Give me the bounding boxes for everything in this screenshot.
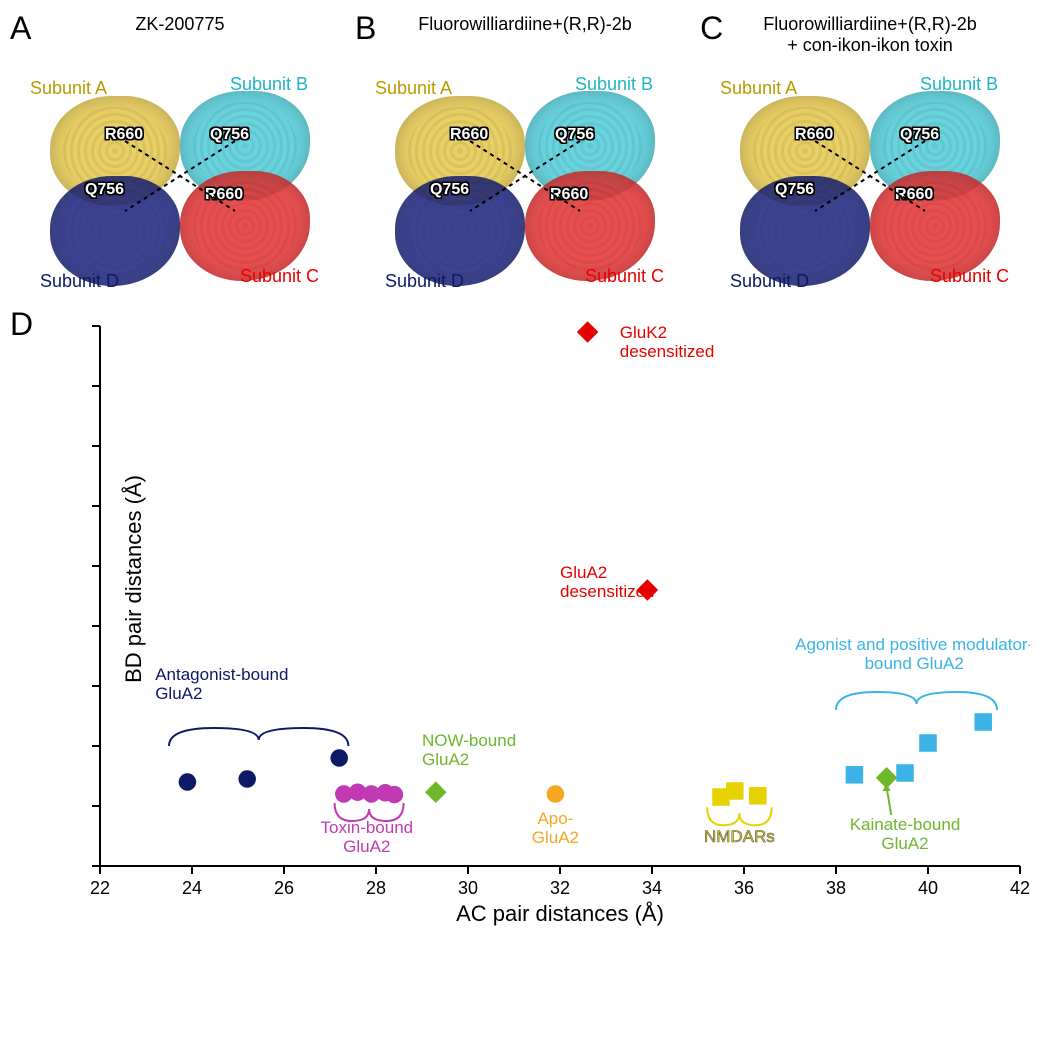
svg-text:26: 26 xyxy=(274,878,294,898)
top-panel-row: A ZK-200775 Subunit A Subunit B Subunit C S… xyxy=(10,10,1040,286)
svg-text:GluK2: GluK2 xyxy=(620,323,667,342)
svg-text:24: 24 xyxy=(182,878,202,898)
panel-title-c: Fluorowilliardiine+(R,R)-2b + con-ikon-i… xyxy=(700,14,1040,58)
residue-label-3: R660 xyxy=(895,186,933,204)
svg-text:42: 42 xyxy=(1010,878,1030,898)
panel-a: A ZK-200775 Subunit ASubunit BSubunit CS… xyxy=(10,10,350,286)
panel-letter-d: D xyxy=(10,306,33,343)
subunit-d-label: Subunit D xyxy=(730,271,809,292)
svg-text:40: 40 xyxy=(918,878,938,898)
subunit-b-label: Subunit B xyxy=(920,74,998,95)
svg-text:GluA2: GluA2 xyxy=(560,563,607,582)
svg-text:36: 36 xyxy=(734,878,754,898)
svg-text:Apo-: Apo- xyxy=(537,809,573,828)
residue-label-0: R660 xyxy=(450,126,488,144)
svg-text:Toxin-bound: Toxin-bound xyxy=(320,818,413,837)
chart-svg: 2224262830323436384042102030405060708090… xyxy=(90,316,1030,926)
svg-text:bound GluA2: bound GluA2 xyxy=(865,654,964,673)
residue-label-1: Q756 xyxy=(210,126,249,144)
subunit-a-label: Subunit A xyxy=(30,78,107,99)
subunit-c-label: Subunit C xyxy=(585,266,664,287)
svg-text:NOW-bound: NOW-bound xyxy=(422,731,516,750)
subunit-a-label: Subunit A xyxy=(720,78,797,99)
subunit-a-label: Subunit A xyxy=(375,78,452,99)
residue-label-0: R660 xyxy=(795,126,833,144)
svg-text:AC pair distances (Å): AC pair distances (Å) xyxy=(456,901,664,926)
residue-label-3: R660 xyxy=(550,186,588,204)
residue-label-1: Q756 xyxy=(555,126,594,144)
subunit-d-label: Subunit D xyxy=(40,271,119,292)
svg-text:GluA2: GluA2 xyxy=(155,684,202,703)
svg-text:GluA2: GluA2 xyxy=(422,750,469,769)
residue-label-2: Q756 xyxy=(775,181,814,199)
panel-d: D 22242628303234363840421020304050607080… xyxy=(10,316,1040,931)
structure-a: Subunit ASubunit BSubunit CSubunit DR660… xyxy=(30,66,330,286)
residue-label-0: R660 xyxy=(105,126,143,144)
svg-text:28: 28 xyxy=(366,878,386,898)
subunit-b-label: Subunit B xyxy=(230,74,308,95)
subunit-c-blob xyxy=(525,171,655,281)
panel-letter-b: B xyxy=(355,10,376,47)
subunit-b-label: Subunit B xyxy=(575,74,653,95)
svg-text:desensitized: desensitized xyxy=(620,342,715,361)
structure-c: Subunit ASubunit BSubunit CSubunit DR660… xyxy=(720,66,1020,286)
panel-title-a: ZK-200775 xyxy=(10,14,350,58)
svg-text:GluA2: GluA2 xyxy=(881,834,928,853)
svg-text:GluA2: GluA2 xyxy=(532,828,579,847)
scatter-chart: 2224262830323436384042102030405060708090… xyxy=(90,316,1040,931)
svg-text:desensitized: desensitized xyxy=(560,582,655,601)
residue-label-2: Q756 xyxy=(85,181,124,199)
subunit-c-blob xyxy=(870,171,1000,281)
panel-c: C Fluorowilliardiine+(R,R)-2b + con-ikon… xyxy=(700,10,1040,286)
svg-text:GluA2: GluA2 xyxy=(343,837,390,856)
subunit-d-label: Subunit D xyxy=(385,271,464,292)
panel-letter-c: C xyxy=(700,10,723,47)
svg-text:32: 32 xyxy=(550,878,570,898)
structure-b: Subunit ASubunit BSubunit CSubunit DR660… xyxy=(375,66,675,286)
residue-label-2: Q756 xyxy=(430,181,469,199)
svg-text:34: 34 xyxy=(642,878,662,898)
svg-text:Agonist and positive modulator: Agonist and positive modulator- xyxy=(795,635,1030,654)
svg-text:Kainate-bound: Kainate-bound xyxy=(850,815,961,834)
subunit-c-blob xyxy=(180,171,310,281)
subunit-c-label: Subunit C xyxy=(930,266,1009,287)
svg-text:Antagonist-bound: Antagonist-bound xyxy=(155,665,288,684)
svg-text:NMDARs: NMDARs xyxy=(704,827,775,846)
residue-label-1: Q756 xyxy=(900,126,939,144)
panel-letter-a: A xyxy=(10,10,31,47)
subunit-c-label: Subunit C xyxy=(240,266,319,287)
svg-text:30: 30 xyxy=(458,878,478,898)
y-axis-label: BD pair distances (Å) xyxy=(121,475,147,683)
residue-label-3: R660 xyxy=(205,186,243,204)
panel-b: B Fluorowilliardiine+(R,R)-2b Subunit A S… xyxy=(355,10,695,286)
panel-title-b: Fluorowilliardiine+(R,R)-2b xyxy=(355,14,695,58)
svg-text:22: 22 xyxy=(90,878,110,898)
svg-text:38: 38 xyxy=(826,878,846,898)
